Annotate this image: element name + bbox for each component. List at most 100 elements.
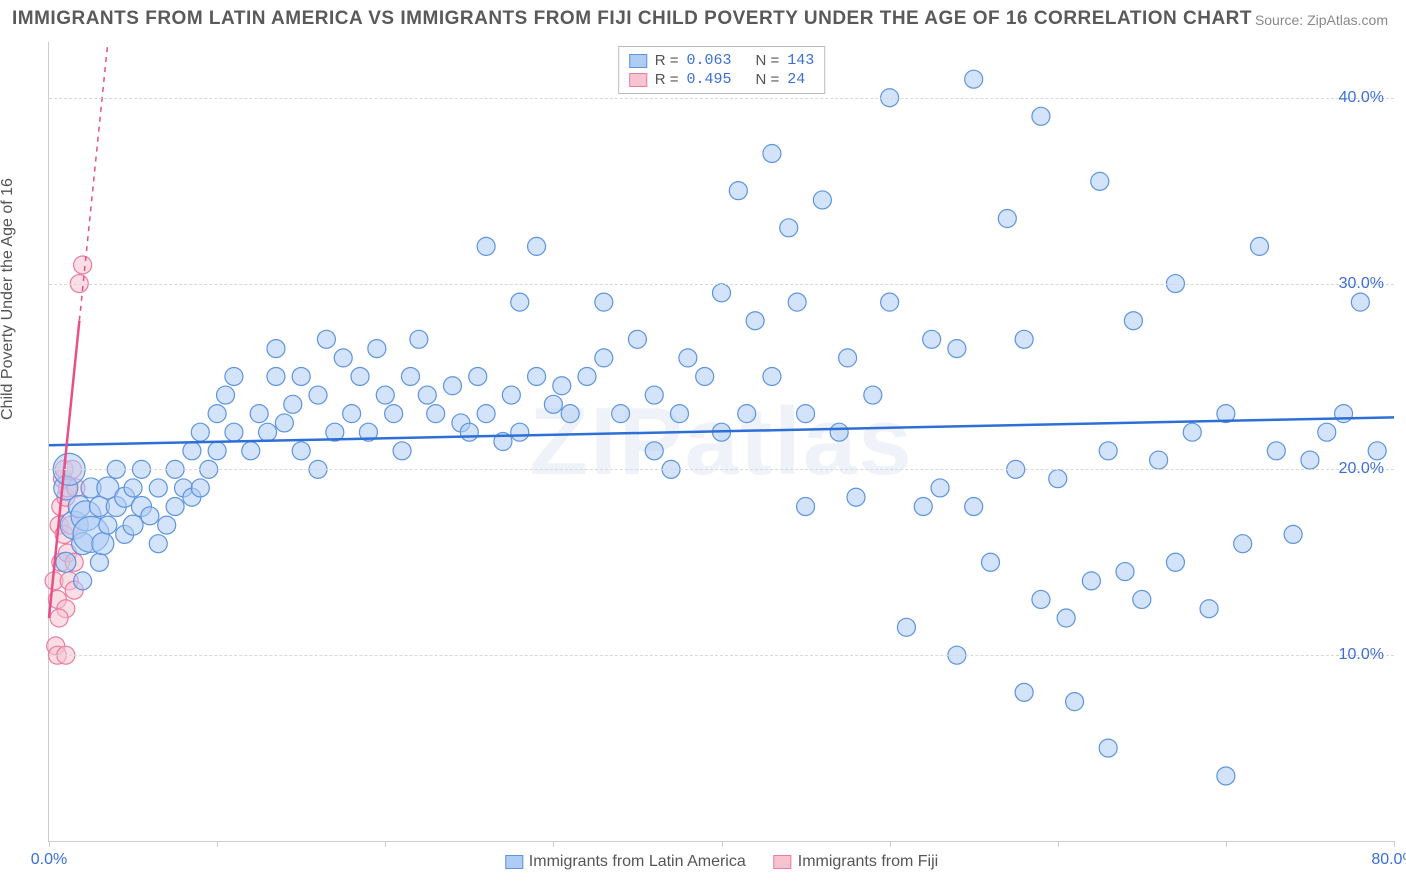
x-tick (217, 841, 218, 847)
scatter-point (1049, 470, 1067, 488)
scatter-point (217, 386, 235, 404)
scatter-point (1015, 683, 1033, 701)
scatter-point (914, 498, 932, 516)
legend-swatch-2b (774, 855, 792, 869)
scatter-point (225, 423, 243, 441)
chart-svg (49, 42, 1394, 841)
scatter-point (1032, 107, 1050, 125)
x-tick (385, 841, 386, 847)
x-tick (722, 841, 723, 847)
scatter-point (208, 442, 226, 460)
n-value: 143 (787, 52, 814, 69)
scatter-point (1082, 572, 1100, 590)
scatter-point (309, 386, 327, 404)
scatter-point (595, 349, 613, 367)
scatter-point (50, 609, 68, 627)
gridline (49, 284, 1394, 285)
scatter-point (410, 330, 428, 348)
scatter-point (696, 367, 714, 385)
scatter-point (123, 515, 143, 535)
scatter-point (1099, 739, 1117, 757)
scatter-point (1057, 609, 1075, 627)
scatter-point (368, 340, 386, 358)
scatter-point (418, 386, 436, 404)
scatter-point (1015, 330, 1033, 348)
scatter-point (713, 284, 731, 302)
scatter-point (469, 367, 487, 385)
scatter-point (830, 423, 848, 441)
scatter-point (351, 367, 369, 385)
scatter-point (1066, 693, 1084, 711)
scatter-point (528, 237, 546, 255)
scatter-point (1251, 237, 1269, 255)
n-label: N = (756, 71, 780, 88)
scatter-point (729, 182, 747, 200)
scatter-point (166, 498, 184, 516)
scatter-point (897, 618, 915, 636)
scatter-point (998, 210, 1016, 228)
scatter-point (813, 191, 831, 209)
r-label: R = (655, 52, 679, 69)
scatter-point (90, 553, 108, 571)
r-label: R = (655, 71, 679, 88)
scatter-point (511, 423, 529, 441)
scatter-point (1301, 451, 1319, 469)
scatter-point (1150, 451, 1168, 469)
legend-swatch-2 (629, 73, 647, 87)
scatter-point (612, 405, 630, 423)
x-tick (49, 841, 50, 847)
scatter-point (317, 330, 335, 348)
scatter-point (1217, 767, 1235, 785)
scatter-point (275, 414, 293, 432)
scatter-point (670, 405, 688, 423)
n-label: N = (756, 52, 780, 69)
scatter-point (595, 293, 613, 311)
scatter-point (158, 516, 176, 534)
n-value: 24 (787, 71, 805, 88)
legend-swatch-1b (505, 855, 523, 869)
scatter-point (292, 442, 310, 460)
y-tick-label: 10.0% (1339, 646, 1384, 664)
scatter-point (578, 367, 596, 385)
scatter-point (746, 312, 764, 330)
legend-label: Immigrants from Fiji (798, 853, 938, 871)
scatter-point (1099, 442, 1117, 460)
scatter-point (427, 405, 445, 423)
scatter-point (92, 533, 114, 555)
scatter-point (511, 293, 529, 311)
scatter-point (1368, 442, 1386, 460)
scatter-point (267, 367, 285, 385)
scatter-point (645, 442, 663, 460)
y-axis-label: Child Poverty Under the Age of 16 (0, 178, 17, 420)
scatter-point (477, 405, 495, 423)
scatter-point (292, 367, 310, 385)
gridline (49, 98, 1394, 99)
scatter-point (1335, 405, 1353, 423)
correlation-legend: R = 0.063 N = 143 R = 0.495 N = 24 (618, 46, 826, 94)
scatter-point (864, 386, 882, 404)
plot-area: ZIPatlas R = 0.063 N = 143 R = 0.495 N =… (48, 42, 1394, 842)
scatter-point (74, 256, 92, 274)
chart-title: IMMIGRANTS FROM LATIN AMERICA VS IMMIGRA… (12, 8, 1252, 30)
scatter-point (881, 293, 899, 311)
scatter-point (99, 516, 117, 534)
x-tick (553, 841, 554, 847)
scatter-point (250, 405, 268, 423)
scatter-point (74, 572, 92, 590)
scatter-point (267, 340, 285, 358)
scatter-point (948, 340, 966, 358)
scatter-point (780, 219, 798, 237)
scatter-point (528, 367, 546, 385)
legend-swatch-1 (629, 54, 647, 68)
scatter-point (477, 237, 495, 255)
scatter-point (1234, 535, 1252, 553)
scatter-point (788, 293, 806, 311)
scatter-point (284, 395, 302, 413)
x-tick (1226, 841, 1227, 847)
scatter-point (124, 479, 142, 497)
x-tick (1394, 841, 1395, 847)
scatter-point (1351, 293, 1369, 311)
scatter-point (502, 386, 520, 404)
scatter-point (376, 386, 394, 404)
scatter-point (1318, 423, 1336, 441)
